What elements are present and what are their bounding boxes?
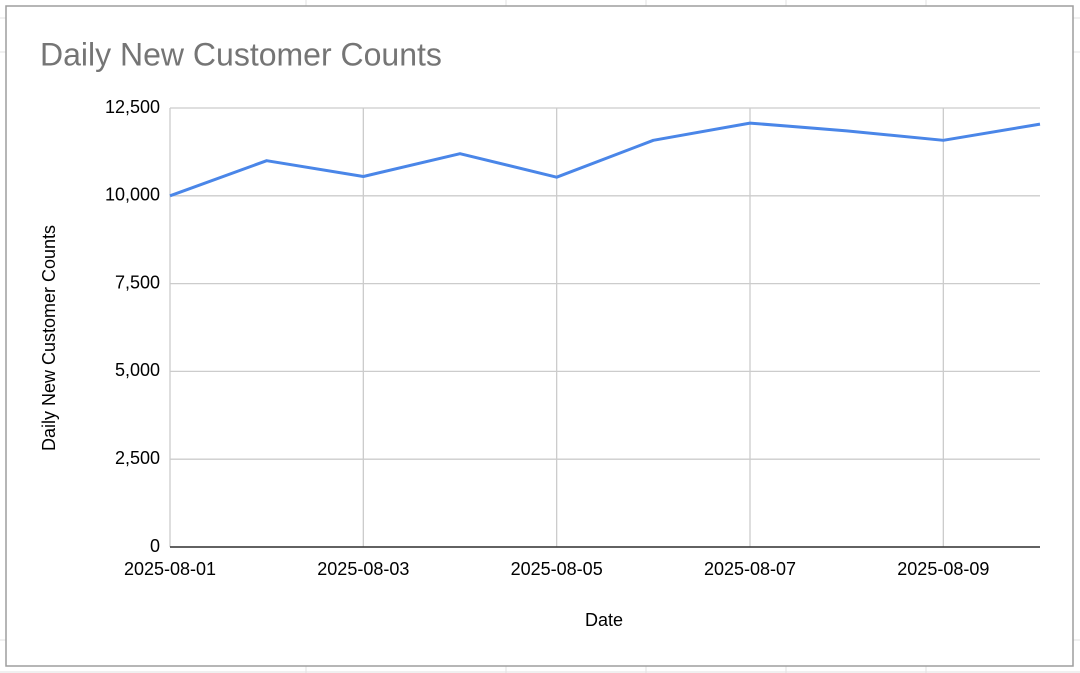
- data-line: [169, 121, 1041, 198]
- y-tick-label: 7,500: [115, 272, 160, 292]
- x-tick-label: 2025-08-09: [897, 559, 989, 579]
- x-axis-title: Date: [585, 610, 623, 630]
- y-tick-label: 5,000: [115, 360, 160, 380]
- chart-frame: [5, 5, 1074, 667]
- y-tick-label: 10,000: [105, 185, 160, 205]
- y-tick-label: 12,500: [105, 97, 160, 117]
- y-axis-title: Daily New Customer Counts: [39, 225, 59, 451]
- x-tick-label: 2025-08-05: [511, 559, 603, 579]
- x-tick-label: 2025-08-07: [704, 559, 796, 579]
- x-tick-label: 2025-08-03: [317, 559, 409, 579]
- x-tick-label: 2025-08-01: [124, 559, 216, 579]
- y-tick-label: 0: [150, 536, 160, 556]
- chart-title: Daily New Customer Counts: [40, 36, 442, 72]
- y-tick-label: 2,500: [115, 448, 160, 468]
